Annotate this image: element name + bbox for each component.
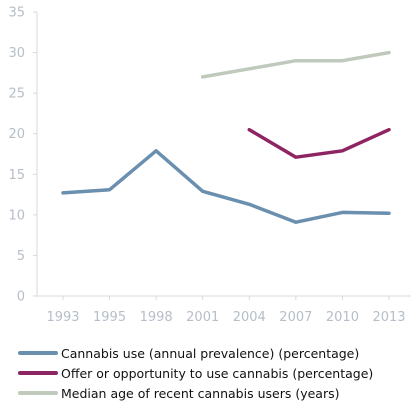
x-axis-ticks: 1993 1995 1998 2001 2004 2007 2010 2013 <box>46 296 406 325</box>
y-tick-label: 10 <box>8 208 25 223</box>
y-tick-label: 25 <box>8 87 25 102</box>
line-chart: 0 5 10 15 20 25 30 35 1993 1995 1998 2001 2004 2007 2… <box>8 6 411 325</box>
series-line-cannabis-use <box>61 149 391 224</box>
legend-label-median-age: Median age of recent cannabis users (yea… <box>61 385 340 401</box>
series-line-offer <box>247 127 391 159</box>
y-tick-label: 35 <box>8 6 25 21</box>
x-tick-label: 1995 <box>93 310 126 325</box>
y-tick-label: 15 <box>8 168 25 183</box>
legend: Cannabis use (annual prevalence) (percen… <box>18 344 373 404</box>
legend-label-offer: Offer or opportunity to use cannabis (pe… <box>61 365 374 381</box>
legend-swatch-median-age <box>18 391 58 395</box>
y-axis-ticks: 0 5 10 15 20 25 30 35 <box>8 6 37 305</box>
legend-item-median-age: Median age of recent cannabis users (yea… <box>18 384 373 402</box>
x-tick-label: 2001 <box>186 310 219 325</box>
series-line-median-age <box>200 50 391 79</box>
y-tick-label: 30 <box>8 46 25 61</box>
axes <box>36 12 411 297</box>
x-tick-label: 2010 <box>326 310 359 325</box>
legend-item-cannabis-use: Cannabis use (annual prevalence) (percen… <box>18 344 373 362</box>
x-tick-label: 2007 <box>279 310 312 325</box>
legend-label-cannabis-use: Cannabis use (annual prevalence) (percen… <box>61 345 360 361</box>
x-tick-label: 1998 <box>140 310 173 325</box>
x-tick-label: 2013 <box>372 310 405 325</box>
x-tick-label: 2004 <box>233 310 266 325</box>
x-tick-label: 1993 <box>46 310 79 325</box>
y-tick-label: 5 <box>17 249 25 264</box>
legend-swatch-offer <box>18 371 58 375</box>
series-lines <box>61 50 391 224</box>
legend-item-offer: Offer or opportunity to use cannabis (pe… <box>18 364 373 382</box>
legend-swatch-cannabis-use <box>18 351 58 355</box>
y-tick-label: 20 <box>8 127 25 142</box>
y-tick-label: 0 <box>17 290 25 305</box>
